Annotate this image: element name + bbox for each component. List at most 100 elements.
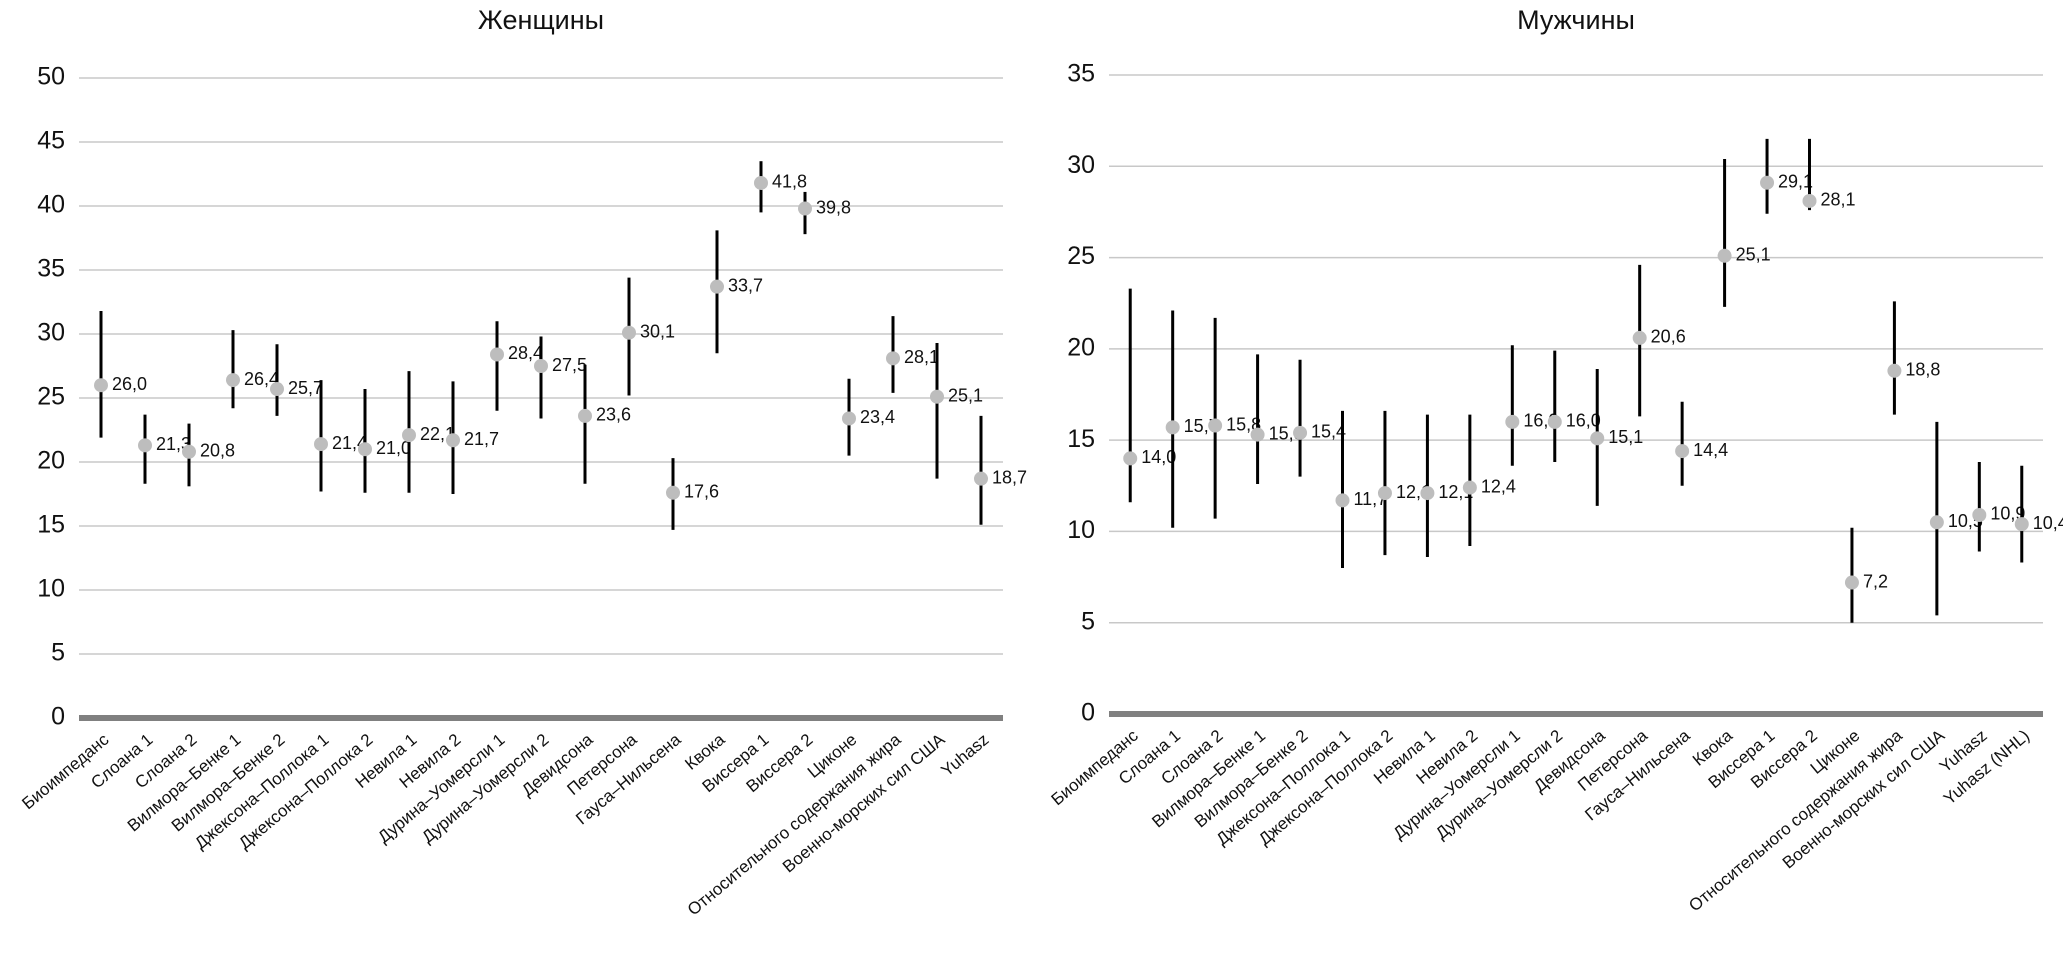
value-label: 21,7 bbox=[464, 429, 499, 449]
chart-title: Женщины bbox=[478, 5, 604, 35]
dot bbox=[974, 471, 988, 486]
y-tick-label: 15 bbox=[1067, 425, 1095, 453]
value-label: 26,0 bbox=[112, 374, 147, 394]
dot bbox=[1505, 414, 1520, 429]
value-label: 14,4 bbox=[1693, 440, 1728, 460]
y-tick-label: 10 bbox=[37, 575, 65, 603]
dot bbox=[1165, 420, 1180, 435]
value-label: 23,4 bbox=[860, 407, 895, 427]
value-label: 18,8 bbox=[1905, 360, 1940, 380]
value-label: 25,1 bbox=[948, 385, 983, 405]
dot bbox=[798, 201, 812, 216]
dot bbox=[1250, 427, 1265, 442]
dot bbox=[1675, 444, 1690, 459]
value-label: 16,0 bbox=[1566, 411, 1601, 431]
dot bbox=[1929, 515, 1944, 530]
value-label: 20,6 bbox=[1651, 327, 1686, 347]
value-label: 41,8 bbox=[772, 172, 807, 192]
value-label: 23,6 bbox=[596, 405, 631, 425]
y-tick-label: 10 bbox=[1067, 516, 1095, 544]
value-label: 7,2 bbox=[1863, 571, 1888, 591]
value-label: 21,3 bbox=[156, 434, 191, 454]
y-tick-label: 50 bbox=[37, 63, 65, 91]
dot bbox=[1123, 451, 1138, 466]
dot bbox=[270, 382, 284, 397]
value-label: 14,0 bbox=[1141, 447, 1176, 467]
y-tick-label: 40 bbox=[37, 191, 65, 219]
dot bbox=[182, 444, 196, 459]
y-tick-label: 35 bbox=[37, 255, 65, 283]
dot bbox=[2014, 517, 2029, 532]
dot bbox=[754, 175, 768, 190]
dot bbox=[94, 378, 108, 393]
y-tick-label: 20 bbox=[37, 447, 65, 475]
dot bbox=[138, 438, 152, 453]
y-tick-label: 25 bbox=[37, 383, 65, 411]
dot bbox=[578, 408, 592, 423]
dot bbox=[1420, 486, 1435, 501]
dot bbox=[1972, 507, 1987, 522]
value-label: 27,5 bbox=[552, 355, 587, 375]
dot bbox=[1590, 431, 1605, 446]
dot bbox=[1717, 248, 1732, 263]
value-label: 28,1 bbox=[1821, 190, 1856, 210]
dot bbox=[886, 351, 900, 366]
dot bbox=[842, 411, 856, 426]
value-label: 28,1 bbox=[904, 347, 939, 367]
y-tick-label: 30 bbox=[1067, 151, 1095, 179]
y-tick-label: 20 bbox=[1067, 333, 1095, 361]
dot bbox=[930, 389, 944, 404]
dot bbox=[1547, 414, 1562, 429]
value-label: 26,4 bbox=[244, 369, 279, 389]
value-label: 15,8 bbox=[1226, 414, 1261, 434]
chart-title: Мужчины bbox=[1517, 5, 1635, 35]
dot bbox=[1208, 418, 1223, 433]
y-tick-label: 35 bbox=[1067, 60, 1095, 88]
y-tick-label: 25 bbox=[1067, 242, 1095, 270]
dot bbox=[1760, 175, 1775, 190]
value-label: 10,4 bbox=[2033, 513, 2063, 533]
value-label: 33,7 bbox=[728, 275, 763, 295]
dot bbox=[402, 428, 416, 443]
y-tick-label: 5 bbox=[1081, 607, 1095, 635]
value-label: 21,0 bbox=[376, 438, 411, 458]
value-label: 29,1 bbox=[1778, 171, 1813, 191]
dot bbox=[666, 485, 680, 500]
dot bbox=[358, 442, 372, 457]
dot bbox=[1335, 493, 1350, 508]
value-label: 28,4 bbox=[508, 343, 543, 363]
dot bbox=[446, 433, 460, 448]
y-tick-label: 5 bbox=[51, 639, 65, 667]
value-label: 10,9 bbox=[1990, 504, 2025, 524]
x-tick-label: Yuhasz bbox=[938, 730, 993, 780]
value-label: 12,4 bbox=[1481, 476, 1516, 496]
y-tick-label: 15 bbox=[37, 511, 65, 539]
value-label: 30,1 bbox=[640, 321, 675, 341]
dot bbox=[226, 373, 240, 388]
value-label: 39,8 bbox=[816, 197, 851, 217]
y-tick-label: 0 bbox=[51, 703, 65, 731]
value-label: 15,4 bbox=[1311, 422, 1346, 442]
dot bbox=[1802, 193, 1817, 208]
value-label: 15,1 bbox=[1608, 427, 1643, 447]
y-tick-label: 30 bbox=[37, 319, 65, 347]
dot bbox=[1293, 425, 1308, 440]
dot bbox=[1887, 363, 1902, 378]
dot bbox=[490, 347, 504, 362]
dot bbox=[1377, 486, 1392, 501]
dot bbox=[1462, 480, 1477, 495]
dot bbox=[1632, 330, 1647, 345]
value-label: 18,7 bbox=[992, 467, 1027, 487]
dot bbox=[710, 279, 724, 294]
dot bbox=[314, 437, 328, 452]
y-tick-label: 45 bbox=[37, 127, 65, 155]
value-label: 17,6 bbox=[684, 481, 719, 501]
dot bbox=[1844, 575, 1859, 590]
value-label: 20,8 bbox=[200, 441, 235, 461]
dot bbox=[622, 325, 636, 340]
value-label: 25,1 bbox=[1736, 244, 1771, 264]
y-tick-label: 0 bbox=[1081, 699, 1095, 727]
dot bbox=[534, 359, 548, 373]
value-label: 25,7 bbox=[288, 378, 323, 398]
